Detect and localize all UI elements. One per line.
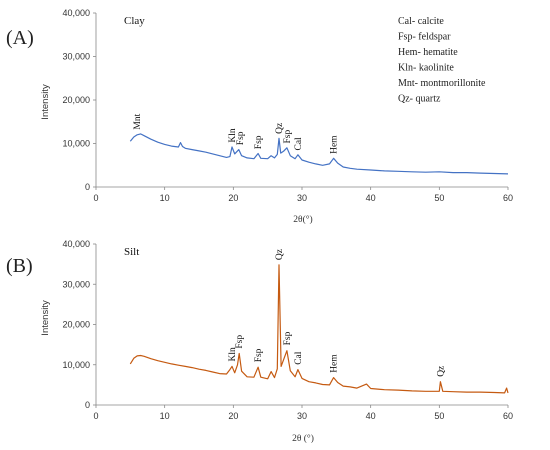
panel-a-x-axis-label: 2θ(°) bbox=[293, 214, 312, 225]
panel-b-xrd-pattern-line bbox=[129, 264, 509, 394]
panel-b-label: (B) bbox=[6, 255, 33, 277]
panel-b-x-tick-label: 30 bbox=[297, 411, 307, 421]
panel-b-x-tick-label: 50 bbox=[434, 411, 444, 421]
panel-a-y-tick-label: 0 bbox=[85, 182, 90, 192]
panel-a-xrd-pattern-line bbox=[129, 133, 509, 175]
panel-b-peak-label: Fsp bbox=[283, 331, 293, 345]
panel-b-peak-label: Kln bbox=[228, 347, 238, 362]
panel-a-peak-label: Kln bbox=[228, 128, 238, 143]
panel-b-x-tick-label: 20 bbox=[228, 411, 238, 421]
panel-b-peak-label: Qz bbox=[275, 249, 285, 260]
panel-b-x-tick-label: 10 bbox=[160, 411, 170, 421]
legend-entry: Mnt- montmorillonite bbox=[398, 78, 486, 89]
panel-a-peak-label: Qz bbox=[275, 123, 285, 134]
panel-a-y-tick-label: 20,000 bbox=[62, 95, 90, 105]
panel-a-y-axis-label: Intensity bbox=[40, 84, 51, 120]
panel-a-peak-label: Cal bbox=[294, 137, 304, 151]
panel-b-peak-label: Fsp bbox=[235, 335, 245, 349]
panel-a-peak-label: Hem bbox=[330, 135, 340, 154]
legend-entry: Fsp- feldspar bbox=[398, 32, 451, 43]
panel-b-y-tick-label: 10,000 bbox=[62, 360, 90, 370]
panel-b-peak-label: Fsp bbox=[254, 348, 264, 362]
panel-b-sample-label: Silt bbox=[124, 246, 139, 258]
mineral-legend: Cal- calcite Fsp- feldspar Hem- hematite Kl… bbox=[398, 16, 486, 105]
panel-a-peak-label: Fsp bbox=[236, 131, 246, 145]
panel-a-x-tick-label: 40 bbox=[366, 193, 376, 203]
panel-b-peak-label: Qz bbox=[436, 366, 446, 377]
legend-entry: Qz- quartz bbox=[398, 94, 441, 105]
panel-b-y-tick-label: 0 bbox=[85, 400, 90, 410]
panel-b-silt: (B) Silt Intensity 2θ (°) 0 10 20 30 40 50 60 0… bbox=[6, 239, 513, 444]
panel-a-label: (A) bbox=[6, 27, 34, 49]
panel-a-sample-label: Clay bbox=[124, 15, 145, 27]
panel-a-clay: (A) Clay Intensity 2θ(°) Cal- calcite Fsp… bbox=[6, 8, 513, 225]
legend-entry: Cal- calcite bbox=[398, 16, 444, 27]
legend-entry: Kln- kaolinite bbox=[398, 63, 454, 74]
panel-a-x-tick-label: 20 bbox=[228, 193, 238, 203]
panel-a-y-tick-label: 30,000 bbox=[62, 52, 90, 62]
panel-a-x-tick-label: 30 bbox=[297, 193, 307, 203]
panel-a-y-tick-label: 40,000 bbox=[62, 8, 90, 18]
panel-b-peak-label: Hem bbox=[330, 354, 340, 373]
panel-a-x-tick-label: 60 bbox=[503, 193, 513, 203]
panel-b-y-tick-label: 20,000 bbox=[62, 320, 90, 330]
panel-a-x-tick-label: 0 bbox=[93, 193, 98, 203]
panel-a-peak-label: Fsp bbox=[254, 135, 264, 149]
panel-a-x-tick-label: 10 bbox=[160, 193, 170, 203]
panel-a-y-tick-label: 10,000 bbox=[62, 139, 90, 149]
panel-b-x-tick-label: 40 bbox=[366, 411, 376, 421]
panel-b-x-tick-label: 60 bbox=[503, 411, 513, 421]
panel-b-x-axis-label: 2θ (°) bbox=[292, 433, 314, 444]
panel-a-peak-label: Fsp bbox=[283, 130, 293, 144]
panel-b-peak-label: Cal bbox=[294, 351, 304, 365]
legend-entry: Hem- hematite bbox=[398, 47, 458, 58]
panel-b-x-tick-label: 0 bbox=[93, 411, 98, 421]
panel-a-x-tick-label: 50 bbox=[434, 193, 444, 203]
panel-b-y-axis-label: Intensity bbox=[40, 300, 51, 336]
panel-a-peak-label: Mnt bbox=[133, 113, 143, 129]
panel-b-y-tick-label: 40,000 bbox=[62, 239, 90, 249]
panel-b-y-tick-label: 30,000 bbox=[62, 279, 90, 289]
